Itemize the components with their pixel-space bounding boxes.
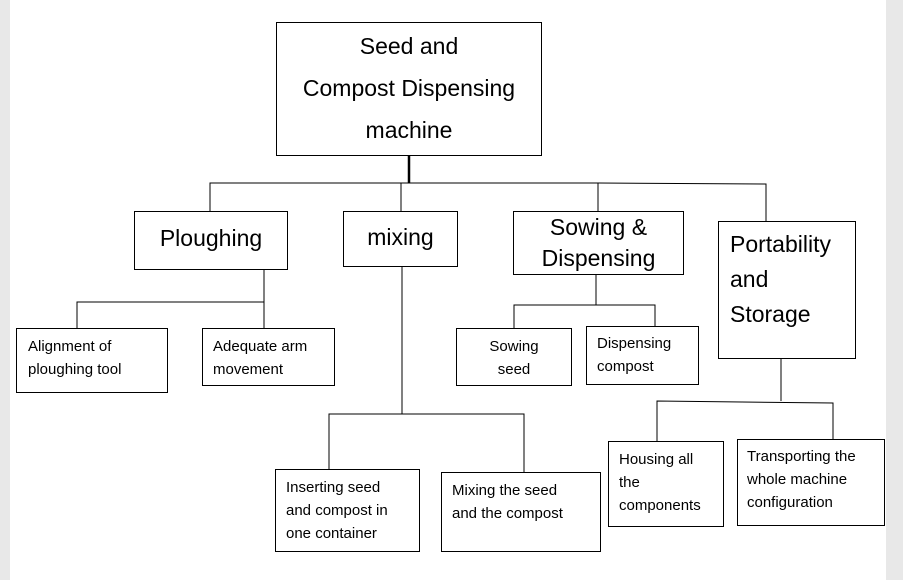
sowing-node: Sowing & Dispensing: [513, 211, 684, 275]
mixing-child-node: Mixing the seed and the compost: [441, 472, 601, 552]
document-page: Seed and Compost Dispensing machine Plou…: [10, 0, 886, 580]
ploughing-child-node: Alignment of ploughing tool: [16, 328, 168, 393]
connector-lines: [76, 155, 834, 472]
portability-child-label: Housing all the components: [619, 451, 701, 514]
sowing-child-node: Sowing seed: [456, 328, 572, 386]
sowing-child-node: Dispensing compost: [586, 326, 699, 385]
root-label: Seed and Compost Dispensing machine: [302, 33, 516, 143]
ploughing-node: Ploughing: [134, 211, 288, 270]
mixing-child-label: Inserting seed and compost in one contai…: [286, 479, 388, 542]
portability-child-node: Transporting the whole machine configura…: [737, 439, 885, 526]
portability-child-label: Transporting the whole machine configura…: [747, 448, 856, 511]
portability-child-node: Housing all the components: [608, 441, 724, 527]
mixing-label: mixing: [367, 224, 434, 250]
ploughing-label: Ploughing: [159, 225, 263, 251]
portability-label: Portability and Storage: [730, 231, 831, 327]
sowing-label: Sowing & Dispensing: [541, 214, 656, 271]
ploughing-child-label: Adequate arm movement: [213, 338, 308, 378]
mixing-child-label: Mixing the seed and the compost: [452, 482, 563, 522]
mixing-child-node: Inserting seed and compost in one contai…: [275, 469, 420, 552]
sowing-child-label: Dispensing compost: [597, 335, 672, 375]
root-node: Seed and Compost Dispensing machine: [276, 22, 542, 156]
ploughing-child-label: Alignment of ploughing tool: [28, 338, 122, 378]
sowing-child-label: Sowing seed: [489, 338, 539, 378]
ploughing-child-node: Adequate arm movement: [202, 328, 335, 386]
mixing-node: mixing: [343, 211, 458, 267]
level1-bus-line: [209, 182, 598, 211]
portability-bus-line: [656, 400, 834, 441]
mixing-bus-line: [328, 413, 525, 472]
portability-node: Portability and Storage: [718, 221, 856, 359]
ploughing-bus-line: [76, 301, 264, 328]
level1-bus-right-line: [597, 182, 767, 221]
sowing-bus-line: [513, 304, 656, 328]
